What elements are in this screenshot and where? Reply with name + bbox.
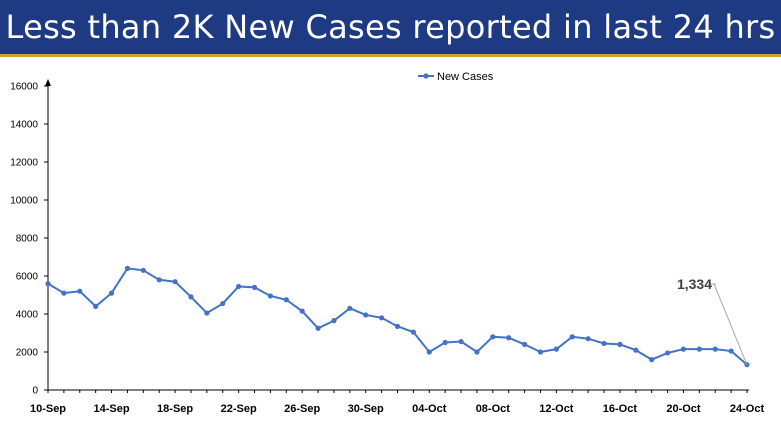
y-tick-label: 8000 xyxy=(16,234,39,245)
data-point xyxy=(156,277,162,283)
data-point xyxy=(458,338,464,345)
series-line-new-cases xyxy=(47,267,748,366)
annotation-label: 1,334 xyxy=(677,276,712,292)
data-point xyxy=(696,346,702,352)
x-tick-label: 10-Sep xyxy=(30,403,66,415)
data-point xyxy=(267,293,274,299)
x-tick-label: 24-Oct xyxy=(730,403,765,415)
title-banner: Less than 2K New Cases reported in last … xyxy=(0,0,781,54)
data-point xyxy=(108,290,115,296)
y-axis-arrow xyxy=(45,79,51,86)
data-point xyxy=(77,288,83,294)
data-point xyxy=(347,305,353,311)
y-tick-label: 16000 xyxy=(10,82,38,93)
data-point xyxy=(124,265,131,271)
annotation-leader xyxy=(713,283,748,365)
data-point xyxy=(664,350,671,356)
data-point xyxy=(680,346,687,352)
y-tick-label: 0 xyxy=(32,386,38,397)
data-point xyxy=(633,347,639,353)
data-point xyxy=(93,303,99,309)
data-point xyxy=(490,334,496,340)
data-point xyxy=(204,310,210,316)
x-tick-label: 14-Sep xyxy=(94,403,130,415)
data-point xyxy=(220,300,226,307)
x-tick-label: 26-Sep xyxy=(284,403,320,415)
data-point xyxy=(379,315,385,321)
data-point xyxy=(585,336,591,342)
data-point xyxy=(521,341,528,347)
data-point xyxy=(251,284,258,290)
x-tick-label: 16-Oct xyxy=(603,403,638,415)
data-point xyxy=(299,308,305,314)
data-point xyxy=(617,341,623,347)
legend-marker xyxy=(423,73,429,79)
data-point xyxy=(363,312,369,318)
y-tick-label: 10000 xyxy=(10,196,38,207)
data-point xyxy=(474,349,480,355)
x-tick-label: 04-Oct xyxy=(412,403,447,415)
x-tick-label: 12-Oct xyxy=(539,403,574,415)
y-tick-label: 12000 xyxy=(10,158,38,169)
data-point xyxy=(331,318,337,324)
data-point xyxy=(394,323,401,329)
x-tick-label: 20-Oct xyxy=(666,403,701,415)
x-tick-label: 08-Oct xyxy=(476,403,511,415)
data-point xyxy=(506,335,512,341)
data-point xyxy=(283,297,289,303)
line-chart: 0 2000 4000 6000 8000 10000 12000 14000 16000 10-… xyxy=(10,71,765,415)
x-tick-label: 18-Sep xyxy=(157,403,193,415)
y-tick-label: 6000 xyxy=(16,272,39,283)
data-point xyxy=(410,329,416,335)
data-point xyxy=(569,334,575,340)
y-tick-label: 4000 xyxy=(16,310,39,321)
data-point xyxy=(712,346,718,352)
data-point xyxy=(61,290,67,296)
legend-label: New Cases xyxy=(437,71,494,83)
data-point xyxy=(537,349,544,355)
x-tick-label: 30-Sep xyxy=(348,403,384,415)
data-point xyxy=(649,357,655,363)
data-point xyxy=(728,348,734,354)
data-point xyxy=(45,281,51,287)
page-title: Less than 2K New Cases reported in last … xyxy=(5,8,776,46)
data-point xyxy=(426,349,432,355)
data-point xyxy=(172,279,178,285)
data-point xyxy=(601,340,607,347)
y-tick-label: 2000 xyxy=(16,348,39,359)
title-divider xyxy=(0,54,781,57)
x-tick-label: 22-Sep xyxy=(221,403,257,415)
data-point xyxy=(553,346,559,352)
data-point xyxy=(236,283,242,290)
data-point xyxy=(140,267,146,273)
data-point xyxy=(315,325,321,331)
y-tick-label: 14000 xyxy=(10,120,38,131)
data-point xyxy=(188,294,194,300)
data-point xyxy=(442,339,448,346)
